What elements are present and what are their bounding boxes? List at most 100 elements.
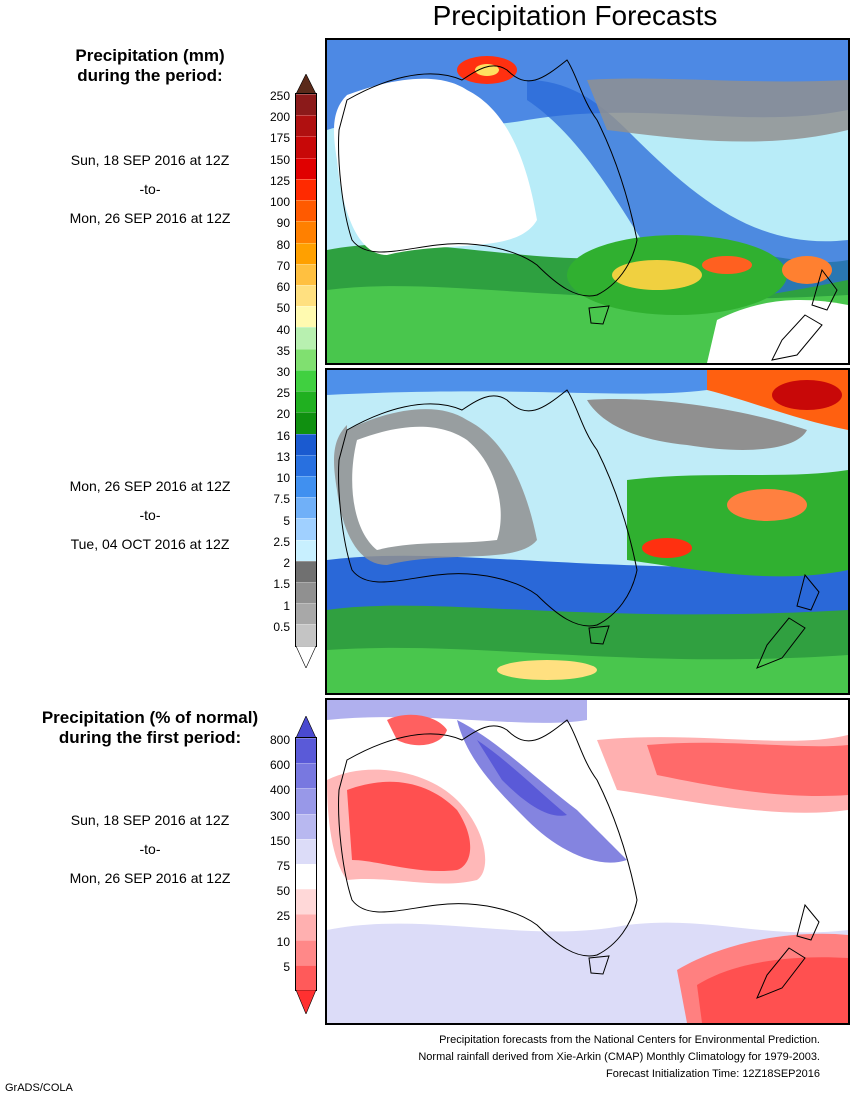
amount-legend-colorbar-segment <box>296 369 316 392</box>
period3-to: Mon, 26 SEP 2016 at 12Z <box>69 870 231 886</box>
anomaly-legend-colorbar-segment <box>296 813 316 839</box>
amount-legend-ticks: 250 200 175 150 125 100 90 80 70 60 50 40 35 30 25 20 16… <box>252 89 290 646</box>
period2-sep: -to- <box>139 507 161 523</box>
amount-legend-tick-label: 70 <box>276 258 290 273</box>
credit-line-2: Normal rainfall derived from Xie-Arkin (… <box>418 1051 820 1063</box>
amount-legend-bottom-arrow <box>295 645 317 673</box>
anomaly-legend-bottom-arrow <box>295 989 317 1019</box>
amount-legend-tick-label: 13 <box>276 449 290 464</box>
amount-legend-colorbar-segment <box>296 603 316 625</box>
amount-legend-colorbar-segment <box>296 221 316 243</box>
amount-legend-colorbar-segment <box>296 94 316 116</box>
anomaly-legend-heading-line2: during the first period: <box>58 728 242 747</box>
anomaly-legend-tick-label: 50 <box>276 884 290 899</box>
anomaly-legend-tick-label: 800 <box>269 733 290 747</box>
amount-legend-heading: Precipitation (mm) during the period: <box>40 46 260 86</box>
amount-legend-tick-label: 30 <box>276 365 290 379</box>
period1-dates: Sun, 18 SEP 2016 at 12Z -to- Mon, 26 SEP… <box>35 146 265 233</box>
forecast-map-period2 <box>325 368 850 695</box>
anomaly-legend-heading-line1: Precipitation (% of normal) <box>41 708 259 727</box>
amount-legend-colorbar-segment <box>296 539 316 561</box>
amount-legend-colorbar-segment <box>296 391 316 413</box>
period3-from: Sun, 18 SEP 2016 at 12Z <box>70 812 230 828</box>
credits: Precipitation forecasts from the Nationa… <box>300 1032 820 1083</box>
anomaly-legend-colorbar <box>295 737 317 991</box>
credit-line-1: Precipitation forecasts from the Nationa… <box>439 1034 820 1046</box>
anomaly-legend-colorbar-segment <box>296 788 316 814</box>
amount-legend-tick-label: 10 <box>276 471 290 486</box>
anomaly-legend-tick-label: 300 <box>269 808 290 823</box>
amount-legend-colorbar-segment <box>296 284 316 307</box>
amount-legend-tick-label: 50 <box>276 301 290 316</box>
anomaly-legend-colorbar-segment <box>296 914 316 940</box>
amount-legend-tick-label: 1.5 <box>273 577 290 592</box>
amount-legend-colorbar-segment <box>296 327 316 349</box>
period1-from: Sun, 18 SEP 2016 at 12Z <box>70 152 230 168</box>
amount-legend-colorbar-segment <box>296 136 316 158</box>
amount-legend-tick-label: 35 <box>276 343 290 358</box>
anomaly-legend-ticks: 800 600 400 300 150 75 50 25 10 5 <box>252 733 290 990</box>
amount-legend-colorbar-segment <box>296 433 316 455</box>
amount-legend-tick-label: 1 <box>283 598 290 613</box>
amount-legend-colorbar-segment <box>296 242 316 264</box>
anomaly-legend-tick-label: 10 <box>276 934 290 949</box>
period2-dates: Mon, 26 SEP 2016 at 12Z -to- Tue, 04 OCT… <box>35 472 265 559</box>
amount-legend-colorbar-segment <box>296 412 316 434</box>
anomaly-legend-colorbar-segment <box>296 889 316 915</box>
amount-legend-tick-label: 25 <box>276 386 290 401</box>
amount-legend-tick-label: 16 <box>276 428 290 443</box>
period1-to: Mon, 26 SEP 2016 at 12Z <box>69 210 231 226</box>
amount-legend-colorbar-segment <box>296 518 316 540</box>
amount-legend-tick-label: 90 <box>276 216 290 231</box>
amount-legend-colorbar-segment <box>296 454 316 476</box>
credit-line-3: Forecast Initialization Time: 12Z18SEP20… <box>605 1068 820 1080</box>
amount-legend-colorbar-segment <box>296 157 316 179</box>
amount-legend-tick-label: 125 <box>269 173 290 188</box>
amount-legend-tick-label: 5 <box>283 513 290 528</box>
period2-from: Mon, 26 SEP 2016 at 12Z <box>69 478 231 494</box>
amount-legend-tick-label: 7.5 <box>273 492 290 507</box>
amount-legend-tick-label: 2.5 <box>273 534 290 549</box>
anomaly-legend-colorbar-segment <box>296 738 316 764</box>
amount-legend-colorbar-segment <box>296 582 316 604</box>
page-title: Precipitation Forecasts <box>432 0 718 31</box>
anomaly-legend-tick-label: 25 <box>276 909 290 924</box>
amount-legend-colorbar-segment <box>296 497 316 519</box>
amount-legend-colorbar-segment <box>296 263 316 285</box>
amount-legend-colorbar-segment <box>296 306 316 328</box>
grads-cola-footer: GrADS/COLA <box>5 1082 73 1094</box>
anomaly-map-period1 <box>325 698 850 1025</box>
amount-legend-colorbar-segment <box>296 624 316 646</box>
amount-legend-tick-label: 150 <box>269 152 290 167</box>
amount-legend-tick-label: 100 <box>269 195 290 210</box>
period3-dates: Sun, 18 SEP 2016 at 12Z -to- Mon, 26 SEP… <box>35 806 265 893</box>
anomaly-legend-colorbar-segment <box>296 838 316 864</box>
amount-legend-tick-label: 175 <box>269 131 290 146</box>
amount-legend-tick-label: 40 <box>276 322 290 337</box>
amount-legend-colorbar-segment <box>296 475 316 498</box>
forecast-map-period1 <box>325 38 850 365</box>
amount-legend-tick-label: 200 <box>269 110 290 125</box>
anomaly-legend-tick-label: 5 <box>283 959 290 974</box>
anomaly-legend-tick-label: 150 <box>269 833 290 848</box>
amount-legend-tick-label: 2 <box>283 556 290 571</box>
anomaly-legend-colorbar-segment <box>296 863 316 890</box>
period2-to: Tue, 04 OCT 2016 at 12Z <box>70 536 230 552</box>
anomaly-legend-tick-label: 75 <box>276 859 290 873</box>
amount-legend-tick-label: 80 <box>276 237 290 252</box>
amount-legend-colorbar-segment <box>296 200 316 222</box>
amount-legend-heading-line1: Precipitation (mm) <box>75 46 225 65</box>
amount-legend-colorbar-segment <box>296 560 316 583</box>
amount-legend-colorbar-segment <box>296 115 316 137</box>
period1-sep: -to- <box>139 181 161 197</box>
amount-legend-colorbar-segment <box>296 178 316 201</box>
anomaly-legend-colorbar-segment <box>296 964 316 990</box>
amount-legend-heading-line2: during the period: <box>77 66 223 85</box>
period3-sep: -to- <box>139 841 161 857</box>
anomaly-legend-tick-label: 600 <box>269 758 290 773</box>
amount-legend-colorbar <box>295 93 317 647</box>
amount-legend-tick-label: 20 <box>276 407 290 422</box>
amount-legend-tick-label: 60 <box>276 280 290 295</box>
anomaly-legend-colorbar-segment <box>296 939 316 965</box>
amount-legend-tick-label: 250 <box>269 89 290 103</box>
